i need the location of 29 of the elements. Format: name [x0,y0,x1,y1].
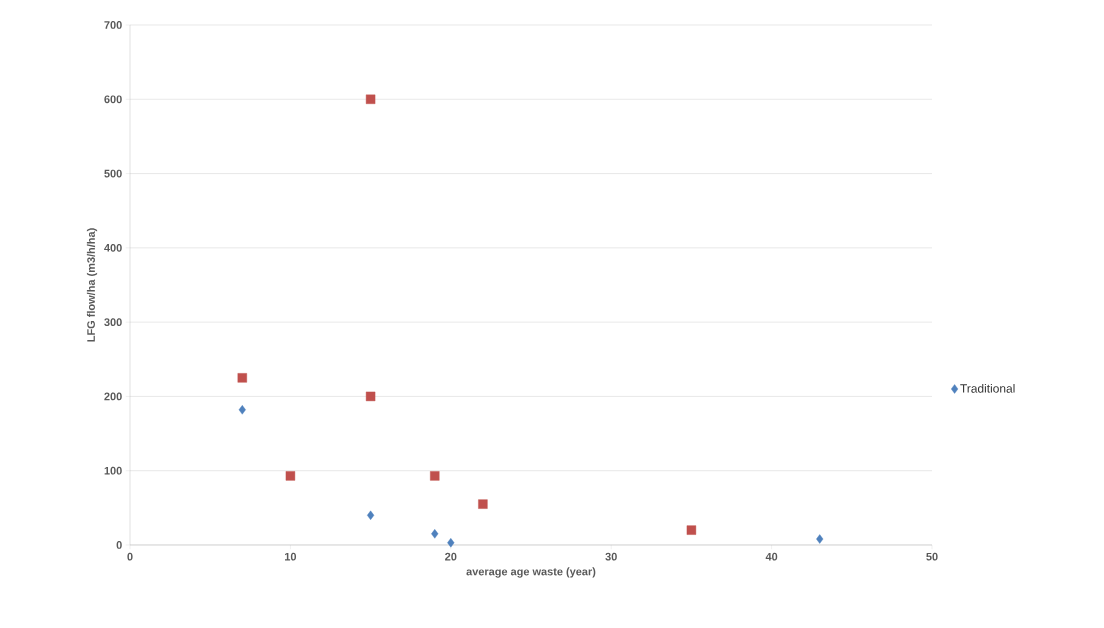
x-tick-label: 0 [127,552,133,561]
x-tick-label: 10 [285,552,297,561]
point [447,538,455,548]
point [285,471,296,481]
point [367,510,375,520]
point [478,499,488,509]
y-tick-label: 0 [116,541,122,549]
y-tick-label: 400 [104,243,122,252]
y-tick-label: 600 [104,95,122,104]
x-tick-label: 50 [926,552,938,561]
point [365,94,376,104]
y-tick-label: 200 [104,392,122,401]
point [430,471,440,481]
y-axis-title: LFG flow/ha (m3/h/ha) [86,228,98,342]
x-tick-label: 30 [605,552,617,561]
point [816,534,824,544]
point [238,405,246,415]
point [365,391,376,402]
x-tick-label: 40 [765,552,778,561]
point [237,373,247,383]
point [686,525,697,535]
y-tick-label: 300 [104,318,122,327]
y-tick-label: 100 [104,466,122,475]
point [431,529,439,539]
y-tick-label: 500 [104,169,122,178]
x-axis-title: average age waste (year) [466,567,596,578]
y-tick-label: 700 [104,21,122,29]
x-tick-label: 20 [445,552,457,561]
legend-label: Traditional [960,383,1015,393]
